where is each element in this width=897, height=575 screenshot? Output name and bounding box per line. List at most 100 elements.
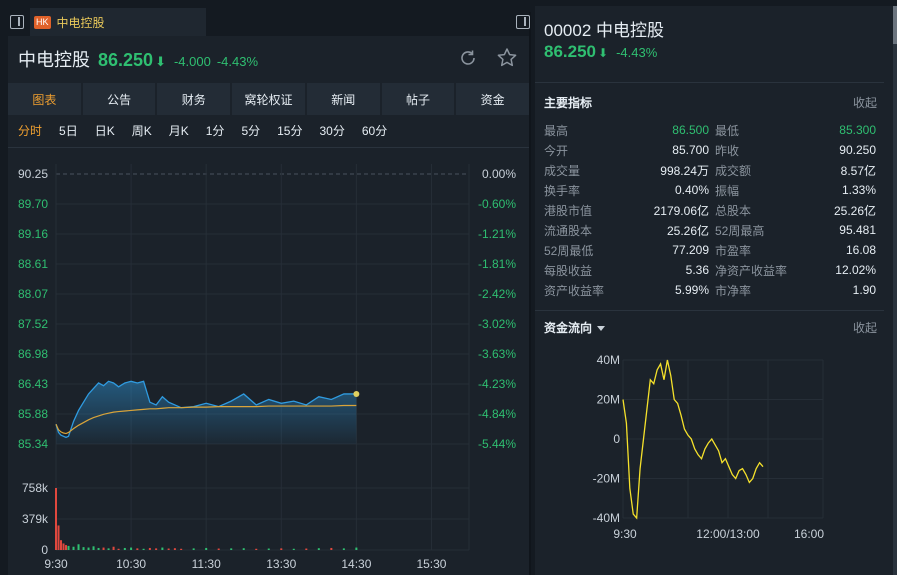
refresh-icon[interactable]	[458, 48, 478, 68]
stat-label: 总股本	[715, 203, 752, 218]
fund-flow-collapse-button[interactable]: 收起	[852, 321, 877, 335]
scrollbar-track[interactable]	[893, 42, 897, 575]
price-tick-label: 89.70	[18, 197, 48, 211]
volume-bar	[72, 546, 75, 550]
stat-row: 52周最低 77.209 市盈率 16.08	[544, 240, 876, 260]
flow-tick-label: 0	[613, 432, 620, 446]
period-daily-k[interactable]: 日K	[94, 124, 115, 138]
favorite-star-icon[interactable]	[496, 47, 518, 69]
pct-tick-label: -0.60%	[478, 197, 516, 211]
volume-bar	[65, 545, 68, 550]
stat-label: 市净率	[715, 283, 752, 298]
price-row: 86.250 ⬇ -4.43%	[544, 42, 657, 62]
price-right: 86.250	[544, 42, 596, 61]
market-badge: HK	[34, 15, 51, 29]
volume-bar	[87, 547, 90, 550]
detail-toggle-icon[interactable]	[516, 15, 530, 29]
tab-news[interactable]: 新闻	[306, 83, 380, 115]
period-5min[interactable]: 5分	[241, 124, 261, 138]
stat-label: 最高	[544, 123, 569, 138]
time-tick-label: 13:30	[266, 557, 296, 571]
dropdown-caret-icon	[597, 326, 606, 332]
fund-flow-title[interactable]: 资金流向	[544, 319, 606, 336]
chart-panel: HK 中电控股 中电控股 86.250 ⬇ -4.000 -4.43% 图表 公…	[8, 6, 531, 575]
price-tick-label: 87.52	[18, 317, 48, 331]
tab-chart[interactable]: 图表	[8, 83, 81, 115]
pct-tick-label: -3.02%	[478, 317, 516, 331]
divider	[535, 310, 884, 311]
stat-value: 85.700	[672, 143, 709, 157]
stat-value: 16.08	[845, 243, 876, 257]
flow-time-label: 12:00/13:00	[696, 527, 760, 541]
volume-bar	[123, 547, 126, 550]
stat-value: 85.300	[839, 123, 876, 137]
stat-value: 2179.06亿	[653, 203, 709, 218]
tab-announcements[interactable]: 公告	[82, 83, 156, 115]
volume-bar	[92, 546, 95, 550]
time-tick-label: 10:30	[116, 557, 146, 571]
volume-bar	[205, 547, 208, 550]
volume-bar	[102, 547, 105, 550]
pct-tick-label: -1.21%	[478, 227, 516, 241]
stat-label: 52周最低	[544, 243, 594, 258]
stat-row: 流通股本 25.26亿 52周最高 95.481	[544, 220, 876, 240]
stat-label: 今开	[544, 143, 569, 158]
volume-bar	[217, 548, 220, 550]
period-intraday[interactable]: 分时	[18, 124, 43, 138]
stat-value: 25.26亿	[666, 223, 709, 238]
period-60min[interactable]: 60分	[361, 124, 388, 138]
tab-posts[interactable]: 帖子	[381, 83, 455, 115]
period-15min[interactable]: 15分	[277, 124, 303, 138]
tab-title: 中电控股	[56, 15, 105, 30]
tab-financials[interactable]: 财务	[157, 83, 231, 115]
price-tick-label: 85.88	[18, 407, 48, 421]
period-weekly-k[interactable]: 周K	[131, 124, 152, 138]
last-price-dot	[353, 390, 360, 397]
volume-bar	[317, 548, 320, 550]
stat-label: 资产收益率	[544, 283, 605, 298]
down-arrow-icon: ⬇	[155, 54, 166, 69]
scrollbar-thumb[interactable]	[893, 6, 897, 44]
stat-value: 5.99%	[674, 283, 709, 297]
period-30min[interactable]: 30分	[319, 124, 345, 138]
price-tick-label: 89.16	[18, 227, 48, 241]
stat-label: 港股市值	[544, 203, 593, 218]
price-tick-label: 86.98	[18, 347, 48, 361]
pct-tick-label: -2.42%	[478, 287, 516, 301]
flow-tick-label: 40M	[597, 353, 620, 367]
stat-label: 换手率	[544, 183, 581, 198]
volume-bar	[142, 548, 145, 550]
period-1min[interactable]: 1分	[205, 124, 225, 138]
volume-bar	[107, 548, 110, 550]
stat-label: 52周最高	[715, 223, 765, 238]
stat-row: 资产收益率 5.99% 市净率 1.90	[544, 280, 876, 300]
volume-bar	[161, 547, 164, 550]
volume-bar	[67, 545, 70, 550]
stat-value: 90.250	[839, 143, 876, 157]
stat-label: 净资产收益率	[715, 263, 788, 278]
stat-row: 今开 85.700 昨收 90.250	[544, 140, 876, 160]
indicators-collapse-button[interactable]: 收起	[852, 96, 877, 110]
tab-funds[interactable]: 资金	[456, 83, 530, 115]
stock-tab[interactable]: HK 中电控股	[30, 8, 206, 36]
flow-series-line	[622, 359, 764, 520]
price-tick-label: 90.25	[18, 167, 48, 181]
price-tick-label: 88.61	[18, 257, 48, 271]
period-5day[interactable]: 5日	[59, 124, 78, 138]
volume-bar	[173, 548, 176, 550]
fund-flow-chart: 40M 20M 0 -20M -40M 9:30 12:00/13:00 16:00	[593, 353, 825, 541]
nav-tabs: 图表 公告 财务 窝轮权证 新闻 帖子 资金	[8, 83, 531, 117]
stat-row: 换手率 0.40% 振幅 1.33%	[544, 180, 876, 200]
stock-name-right: 中电控股	[596, 21, 665, 40]
tab-warrants[interactable]: 窝轮权证	[232, 83, 305, 115]
period-monthly-k[interactable]: 月K	[168, 124, 189, 138]
volume-bar	[97, 547, 100, 550]
stat-label: 最低	[715, 123, 740, 138]
price-tick-label: 88.07	[18, 287, 48, 301]
stat-label: 市盈率	[715, 243, 752, 258]
quote-header: 中电控股 86.250 ⬇ -4.000 -4.43%	[18, 46, 264, 72]
pct-tick-label: -5.44%	[478, 437, 516, 451]
sidebar-toggle-icon[interactable]	[10, 15, 24, 29]
volume-bar	[192, 548, 195, 550]
intraday-chart[interactable]: 90.25 0.00% 89.70 -0.60% 89.16 -1.21% 88.61 -1.…	[8, 148, 529, 575]
